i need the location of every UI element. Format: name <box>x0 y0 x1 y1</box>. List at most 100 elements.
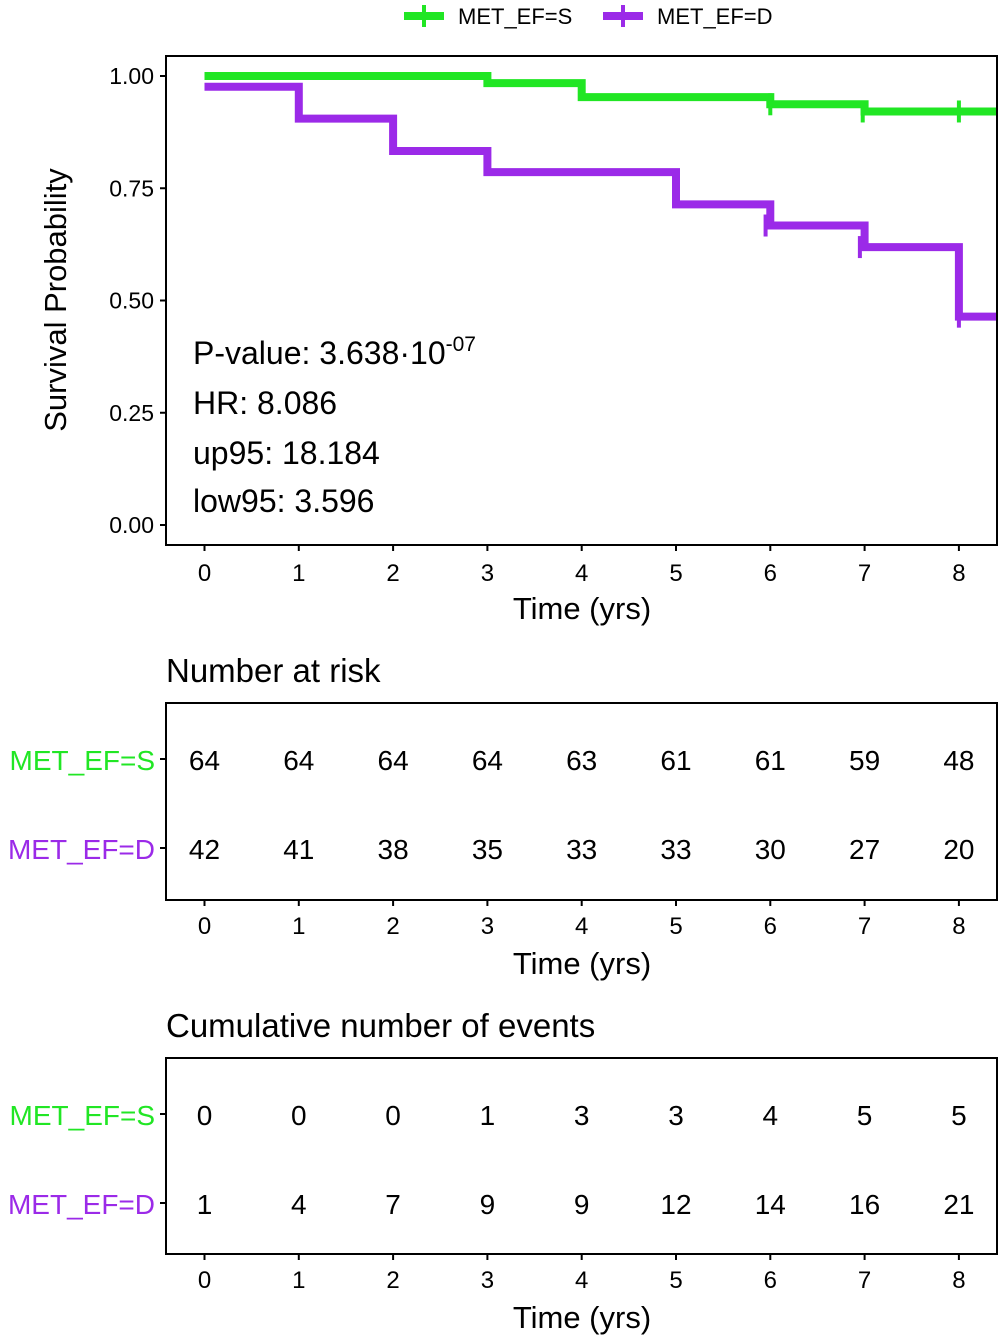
table-cell-value: 0 <box>385 1100 401 1131</box>
table-cell-value: 3 <box>668 1100 684 1131</box>
hr-text: HR: 8.086 <box>193 385 337 421</box>
events-table-x-axis-label: Time (yrs) <box>513 1300 651 1335</box>
x-tick-label: 0 <box>198 913 211 940</box>
up95-text: up95: 18.184 <box>193 435 380 471</box>
x-tick-label: 5 <box>669 913 682 940</box>
x-tick-label: 7 <box>858 913 871 940</box>
table-cell-value: 14 <box>755 1189 786 1220</box>
legend: MET_EF=S MET_EF=D <box>404 4 773 29</box>
row-label-d: MET_EF=D <box>8 1189 155 1220</box>
x-tick-label: 0 <box>198 560 211 587</box>
table-cell-value: 64 <box>283 745 314 776</box>
risk-table-border <box>165 702 998 901</box>
plot-panel-border <box>165 55 998 546</box>
table-cell-value: 30 <box>755 834 786 865</box>
table-cell-value: 64 <box>378 745 409 776</box>
risk-table: Number at risk MET_EF=S 64 64 64 64 63 61 61 59 4… <box>8 652 998 981</box>
row-label-s: MET_EF=S <box>10 1100 155 1131</box>
x-ticks: 0 1 2 3 4 5 6 7 8 <box>198 545 966 587</box>
x-tick-label: 6 <box>764 560 777 587</box>
x-tick-label: 5 <box>669 560 682 587</box>
table-cell-value: 42 <box>189 834 220 865</box>
km-curve-s <box>204 72 996 116</box>
x-tick-label: 4 <box>575 560 588 587</box>
x-tick-label: 8 <box>952 1267 965 1294</box>
y-tick-label: 0.25 <box>109 400 154 426</box>
x-tick-label: 4 <box>575 913 588 940</box>
legend-label-d: MET_EF=D <box>657 4 773 29</box>
table-cell-value: 12 <box>660 1189 691 1220</box>
table-cell-value: 0 <box>291 1100 307 1131</box>
x-tick-label: 3 <box>481 1267 494 1294</box>
y-tick-label: 1.00 <box>109 63 154 89</box>
y-ticks: 0.00 0.25 0.50 0.75 1.00 <box>109 63 166 538</box>
events-table-border <box>165 1057 998 1255</box>
pvalue-text: P-value: 3.638·10-07 <box>193 333 476 371</box>
table-cell-value: 3 <box>574 1100 590 1131</box>
table-cell-value: 5 <box>951 1100 967 1131</box>
table-cell-value: 0 <box>197 1100 213 1131</box>
table-cell-value: 1 <box>197 1189 213 1220</box>
table-cell-value: 35 <box>472 834 503 865</box>
table-cell-value: 4 <box>291 1189 307 1220</box>
table-cell-value: 61 <box>660 745 691 776</box>
x-tick-label: 7 <box>858 1267 871 1294</box>
low95-text: low95: 3.596 <box>193 483 374 519</box>
x-tick-label: 8 <box>952 913 965 940</box>
table-cell-value: 38 <box>378 834 409 865</box>
table-cell-value: 4 <box>763 1100 779 1131</box>
km-plot: Survival Probability 0.00 0.25 0.50 0.75 1.0… <box>38 55 998 626</box>
table-cell-value: 7 <box>385 1189 401 1220</box>
x-tick-label: 2 <box>386 560 399 587</box>
x-tick-label: 3 <box>481 560 494 587</box>
y-tick-label: 0.75 <box>109 175 154 201</box>
table-cell-value: 5 <box>857 1100 873 1131</box>
table-cell-value: 48 <box>943 745 974 776</box>
table-cell-value: 59 <box>849 745 880 776</box>
x-tick-label: 6 <box>764 1267 777 1294</box>
stats-annotation: P-value: 3.638·10-07 HR: 8.086 up95: 18.… <box>193 333 476 519</box>
km-curves <box>204 72 996 328</box>
x-tick-label: 4 <box>575 1267 588 1294</box>
x-tick-label: 3 <box>481 913 494 940</box>
x-tick-label: 2 <box>386 1267 399 1294</box>
x-tick-label: 2 <box>386 913 399 940</box>
table-cell-value: 41 <box>283 834 314 865</box>
risk-table-x-axis-label: Time (yrs) <box>513 946 651 981</box>
table-cell-value: 20 <box>943 834 974 865</box>
y-tick-label: 0.50 <box>109 288 154 314</box>
table-cell-value: 64 <box>189 745 220 776</box>
x-tick-label: 0 <box>198 1267 211 1294</box>
row-label-s: MET_EF=S <box>10 745 155 776</box>
table-cell-value: 61 <box>755 745 786 776</box>
table-cell-value: 21 <box>943 1189 974 1220</box>
legend-item-d[interactable]: MET_EF=D <box>603 4 773 29</box>
table-cell-value: 33 <box>566 834 597 865</box>
x-tick-label: 1 <box>292 913 305 940</box>
table-cell-value: 16 <box>849 1189 880 1220</box>
events-table: Cumulative number of events MET_EF=S 0 0 0 1… <box>8 1007 998 1335</box>
table-cell-value: 33 <box>660 834 691 865</box>
x-tick-label: 1 <box>292 560 305 587</box>
y-tick-label: 0.00 <box>109 512 154 538</box>
x-tick-label: 6 <box>764 913 777 940</box>
events-table-title: Cumulative number of events <box>166 1007 595 1044</box>
table-cell-value: 64 <box>472 745 503 776</box>
table-cell-value: 27 <box>849 834 880 865</box>
y-axis-label: Survival Probability <box>38 168 73 432</box>
x-tick-label: 8 <box>952 560 965 587</box>
km-curve-d <box>204 82 996 321</box>
risk-table-title: Number at risk <box>166 652 381 689</box>
table-cell-value: 9 <box>574 1189 590 1220</box>
x-tick-label: 7 <box>858 560 871 587</box>
legend-item-s[interactable]: MET_EF=S <box>404 4 572 29</box>
x-tick-label: 1 <box>292 1267 305 1294</box>
table-cell-value: 63 <box>566 745 597 776</box>
row-label-d: MET_EF=D <box>8 834 155 865</box>
x-tick-label: 5 <box>669 1267 682 1294</box>
table-cell-value: 9 <box>480 1189 496 1220</box>
x-axis-label: Time (yrs) <box>513 591 651 626</box>
